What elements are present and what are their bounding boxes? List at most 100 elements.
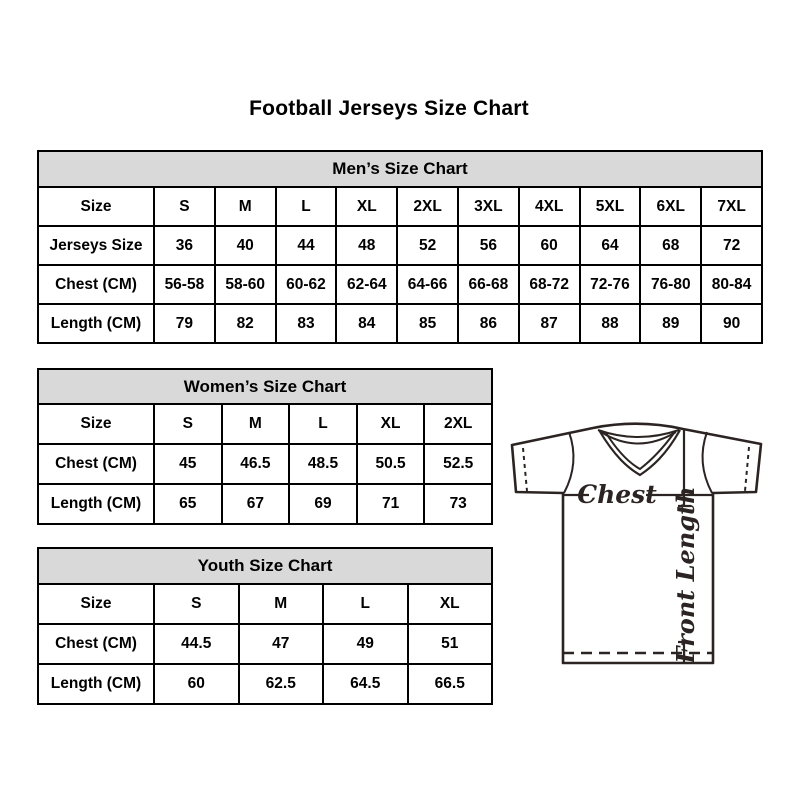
table-row: Length (CM) 60 62.5 64.5 66.5 (37, 663, 493, 705)
value-cell: 76-80 (639, 264, 703, 305)
value-cell: 44 (274, 225, 338, 266)
value-cell: 60 (517, 225, 581, 266)
value-cell: 85 (396, 303, 459, 344)
value-cell: S (153, 403, 223, 445)
value-cell: 51 (406, 623, 493, 665)
table-row: Length (CM) 65 67 69 71 73 (37, 483, 493, 525)
value-cell: 2XL (396, 186, 459, 227)
value-cell: 89 (639, 303, 703, 344)
row-label-cell: Length (CM) (37, 663, 155, 705)
value-cell: 87 (517, 303, 581, 344)
value-cell: 71 (355, 483, 426, 525)
value-cell: 2XL (423, 403, 493, 445)
row-label-cell: Chest (CM) (37, 443, 155, 485)
row-label-cell: Length (CM) (37, 483, 155, 525)
chest-label: Chest (577, 480, 657, 509)
value-cell: 50.5 (355, 443, 426, 485)
row-label-cell: Length (CM) (37, 303, 155, 344)
value-cell: M (213, 186, 277, 227)
value-cell: 40 (213, 225, 277, 266)
womens-size-chart-title: Women’s Size Chart (37, 368, 493, 405)
value-cell: 67 (220, 483, 291, 525)
table-row: Size S M L XL 2XL (37, 403, 493, 445)
value-cell: 80-84 (700, 264, 763, 305)
row-label-cell: Size (37, 403, 155, 445)
row-label-cell: Size (37, 583, 155, 625)
value-cell: L (274, 186, 338, 227)
value-cell: 84 (335, 303, 399, 344)
value-cell: 65 (153, 483, 223, 525)
mens-size-table: Size S M L XL 2XL 3XL 4XL 5XL 6XL 7XL Jerseys Size 3… (37, 186, 763, 344)
value-cell: 69 (288, 483, 358, 525)
value-cell: M (220, 403, 291, 445)
value-cell: 56-58 (153, 264, 216, 305)
value-cell: 88 (578, 303, 642, 344)
jersey-diagram: Chest Front Length (510, 422, 763, 665)
value-cell: 90 (700, 303, 763, 344)
value-cell: 68-72 (517, 264, 581, 305)
table-row: Length (CM) 79 82 83 84 85 86 87 88 89 90 (37, 303, 763, 344)
left-sleeve-dashed-line (522, 447, 528, 492)
row-label-cell: Size (37, 186, 155, 227)
value-cell: 52 (396, 225, 459, 266)
value-cell: XL (335, 186, 399, 227)
value-cell: 82 (213, 303, 277, 344)
youth-size-chart: Youth Size Chart Size S M L XL Chest (CM) 44.5… (37, 547, 493, 705)
value-cell: 68 (639, 225, 703, 266)
value-cell: 60-62 (274, 264, 338, 305)
table-row: Size S M L XL 2XL 3XL 4XL 5XL 6XL 7XL (37, 186, 763, 227)
value-cell: 7XL (700, 186, 763, 227)
youth-size-table: Size S M L XL Chest (CM) 44.5 47 49 51 Length (CM)… (37, 583, 493, 705)
value-cell: 83 (274, 303, 338, 344)
value-cell: 60 (153, 663, 240, 705)
value-cell: 64-66 (396, 264, 459, 305)
table-row: Jerseys Size 36 40 44 48 52 56 60 64 68 72 (37, 225, 763, 266)
value-cell: 36 (153, 225, 216, 266)
value-cell: 5XL (578, 186, 642, 227)
value-cell: 3XL (456, 186, 520, 227)
row-label-cell: Chest (CM) (37, 264, 155, 305)
value-cell: 46.5 (220, 443, 291, 485)
value-cell: 48.5 (288, 443, 358, 485)
value-cell: 62.5 (237, 663, 324, 705)
mens-size-chart: Men’s Size Chart Size S M L XL 2XL 3XL 4XL 5XL 6X… (37, 150, 763, 344)
front-length-measure-line (678, 429, 691, 662)
value-cell: 86 (456, 303, 520, 344)
value-cell: 49 (322, 623, 409, 665)
page-title: Football Jerseys Size Chart (249, 97, 529, 120)
value-cell: 4XL (517, 186, 581, 227)
table-row: Chest (CM) 56-58 58-60 60-62 62-64 64-66 66-68… (37, 264, 763, 305)
collar-arc-outer (597, 429, 680, 438)
value-cell: S (153, 186, 216, 227)
value-cell: 62-64 (335, 264, 399, 305)
youth-size-chart-title: Youth Size Chart (37, 547, 493, 585)
jersey-outline (510, 422, 763, 665)
mens-size-chart-title: Men’s Size Chart (37, 150, 763, 188)
value-cell: 72-76 (578, 264, 642, 305)
value-cell: XL (355, 403, 426, 445)
value-cell: 47 (237, 623, 324, 665)
table-row: Chest (CM) 44.5 47 49 51 (37, 623, 493, 665)
value-cell: 66-68 (456, 264, 520, 305)
value-cell: S (153, 583, 240, 625)
table-row: Size S M L XL (37, 583, 493, 625)
value-cell: 72 (700, 225, 763, 266)
value-cell: 45 (153, 443, 223, 485)
left-armhole-seam (563, 431, 575, 494)
value-cell: 79 (153, 303, 216, 344)
value-cell: XL (406, 583, 493, 625)
value-cell: 64.5 (322, 663, 409, 705)
row-label-cell: Chest (CM) (37, 623, 155, 665)
value-cell: 58-60 (213, 264, 277, 305)
value-cell: 64 (578, 225, 642, 266)
womens-size-chart: Women’s Size Chart Size S M L XL 2XL Chest (CM… (37, 368, 493, 525)
vneck-inner-line (605, 432, 675, 471)
value-cell: 73 (423, 483, 493, 525)
value-cell: 44.5 (153, 623, 240, 665)
value-cell: 56 (456, 225, 520, 266)
womens-size-table: Size S M L XL 2XL Chest (CM) 45 46.5 48.5 50.5 52.5… (37, 403, 493, 525)
value-cell: M (237, 583, 324, 625)
table-row: Chest (CM) 45 46.5 48.5 50.5 52.5 (37, 443, 493, 485)
value-cell: 6XL (639, 186, 703, 227)
